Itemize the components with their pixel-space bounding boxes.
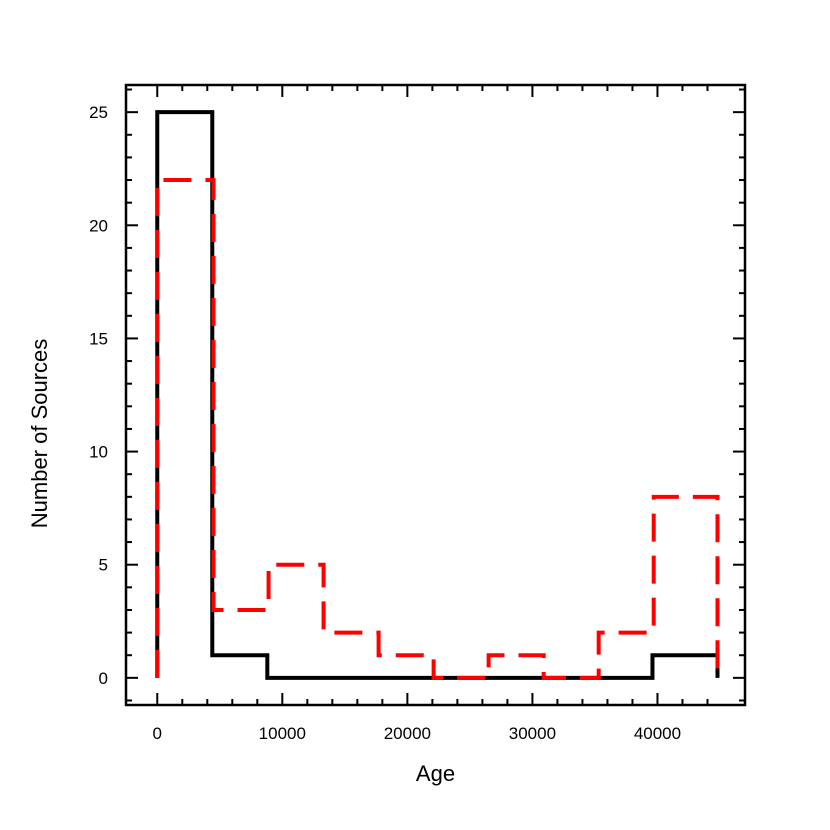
x-axis-label: Age [416, 761, 455, 786]
histogram-series-2 [155, 178, 720, 680]
y-tick-label: 20 [89, 216, 108, 235]
x-tick-label: 30000 [509, 724, 556, 743]
y-tick-label: 10 [89, 443, 108, 462]
x-tick-label: 10000 [259, 724, 306, 743]
x-tick-label: 40000 [634, 724, 681, 743]
x-tick-label: 20000 [384, 724, 431, 743]
y-axis-label: Number of Sources [27, 339, 52, 529]
histogram-series-1 [155, 110, 720, 680]
x-tick-label: 0 [153, 724, 162, 743]
series-layer [155, 110, 720, 680]
y-tick-label: 25 [89, 103, 108, 122]
plot-frame [124, 83, 747, 707]
y-tick-label: 0 [99, 669, 108, 688]
y-tick-label: 5 [99, 556, 108, 575]
ticks-layer [126, 85, 745, 705]
tick-labels-layer: 0 10000 20000 30000 40000 0 5 10 15 20 25 [89, 103, 681, 743]
y-tick-label: 15 [89, 329, 108, 348]
